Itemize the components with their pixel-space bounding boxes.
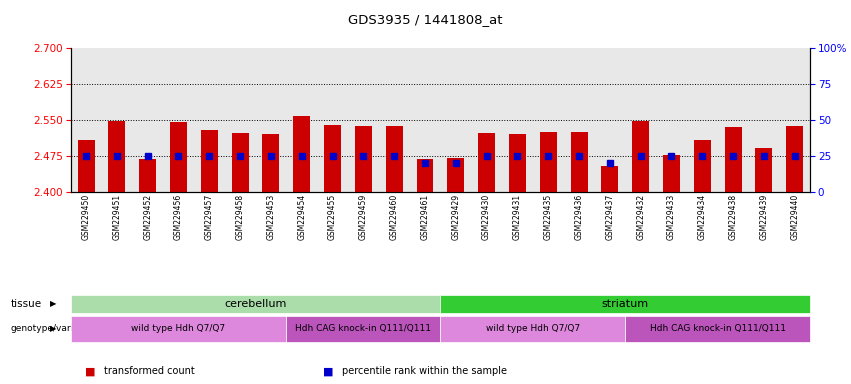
Text: transformed count: transformed count <box>104 366 195 376</box>
Text: ■: ■ <box>323 366 334 376</box>
Bar <box>602 166 619 192</box>
Text: GSM229459: GSM229459 <box>359 194 368 240</box>
Text: GSM229450: GSM229450 <box>82 194 90 240</box>
Text: GSM229434: GSM229434 <box>698 194 707 240</box>
Text: ▶: ▶ <box>50 324 57 333</box>
Bar <box>416 159 433 192</box>
Bar <box>77 140 94 192</box>
Bar <box>725 127 741 192</box>
Text: GSM229430: GSM229430 <box>483 194 491 240</box>
Text: GSM229455: GSM229455 <box>328 194 337 240</box>
Text: GSM229436: GSM229436 <box>574 194 584 240</box>
Text: Hdh CAG knock-in Q111/Q111: Hdh CAG knock-in Q111/Q111 <box>649 324 785 333</box>
Bar <box>262 134 279 192</box>
Text: GSM229452: GSM229452 <box>143 194 152 240</box>
Text: ▶: ▶ <box>50 299 57 308</box>
Text: GSM229453: GSM229453 <box>266 194 276 240</box>
Text: striatum: striatum <box>602 299 648 309</box>
Text: wild type Hdh Q7/Q7: wild type Hdh Q7/Q7 <box>131 324 226 333</box>
Text: GSM229437: GSM229437 <box>605 194 614 240</box>
Text: GSM229457: GSM229457 <box>205 194 214 240</box>
Text: GSM229429: GSM229429 <box>451 194 460 240</box>
Bar <box>386 126 403 192</box>
Text: GSM229432: GSM229432 <box>637 194 645 240</box>
Text: GSM229454: GSM229454 <box>297 194 306 240</box>
Text: GSM229461: GSM229461 <box>420 194 430 240</box>
Text: GSM229460: GSM229460 <box>390 194 398 240</box>
Text: GSM229431: GSM229431 <box>513 194 522 240</box>
Bar <box>201 130 218 192</box>
Bar <box>540 132 557 192</box>
Bar <box>294 116 311 192</box>
Bar <box>694 140 711 192</box>
Text: percentile rank within the sample: percentile rank within the sample <box>342 366 507 376</box>
Text: Hdh CAG knock-in Q111/Q111: Hdh CAG knock-in Q111/Q111 <box>295 324 431 333</box>
Bar <box>756 148 773 192</box>
Text: GSM229440: GSM229440 <box>791 194 799 240</box>
Bar <box>663 155 680 192</box>
Bar <box>324 125 341 192</box>
Text: cerebellum: cerebellum <box>225 299 287 309</box>
Bar <box>448 159 465 192</box>
Bar <box>786 126 803 192</box>
Text: GSM229433: GSM229433 <box>667 194 676 240</box>
Bar <box>108 121 125 192</box>
Bar <box>632 121 649 192</box>
Bar <box>170 122 187 192</box>
Bar <box>478 134 495 192</box>
Text: tissue: tissue <box>10 299 42 309</box>
Text: GSM229435: GSM229435 <box>544 194 553 240</box>
Text: GDS3935 / 1441808_at: GDS3935 / 1441808_at <box>348 13 503 26</box>
Text: ■: ■ <box>85 366 95 376</box>
Text: GSM229438: GSM229438 <box>728 194 738 240</box>
Text: GSM229451: GSM229451 <box>112 194 122 240</box>
Text: genotype/variation: genotype/variation <box>10 324 96 333</box>
Text: GSM229456: GSM229456 <box>174 194 183 240</box>
Bar <box>140 159 156 192</box>
Bar <box>509 134 526 192</box>
Text: GSM229439: GSM229439 <box>759 194 768 240</box>
Bar <box>355 126 372 192</box>
Bar <box>231 134 248 192</box>
Text: GSM229458: GSM229458 <box>236 194 244 240</box>
Text: wild type Hdh Q7/Q7: wild type Hdh Q7/Q7 <box>486 324 580 333</box>
Bar <box>570 132 587 192</box>
